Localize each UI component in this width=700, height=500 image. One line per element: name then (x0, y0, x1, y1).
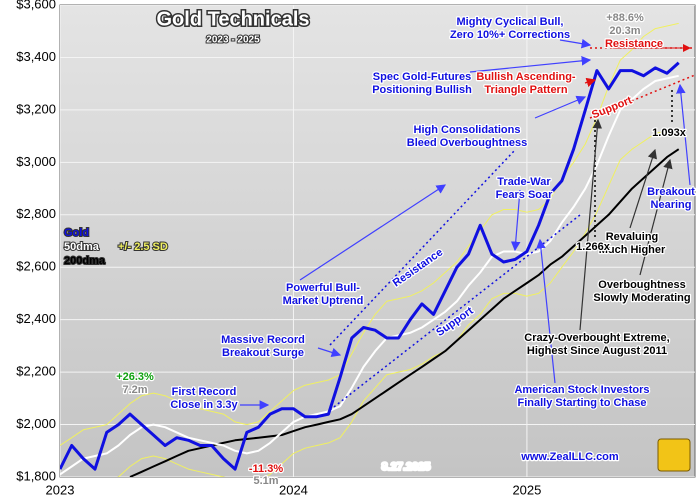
y-tick-label: $3,000 (16, 154, 56, 169)
legend-entry: Gold (64, 227, 89, 239)
legend-entry: 50dma (64, 241, 100, 253)
arrow (579, 118, 603, 331)
annotation: Triangle Pattern (484, 84, 567, 96)
x-tick-label: 2023 (46, 482, 75, 497)
annotation: Breakout (647, 186, 695, 198)
y-tick-label: $2,200 (16, 364, 56, 379)
annotation: Crazy-Overbought Extreme, (524, 332, 669, 344)
annotation: 20.3m (609, 25, 640, 37)
series-line (129, 148, 680, 477)
annotation: Nearing (651, 199, 692, 211)
annotation: www.ZealLLC.com (520, 451, 619, 463)
arrow (559, 38, 592, 49)
annotation: Overboughtness (598, 279, 685, 291)
annotation: 5.1m (253, 475, 278, 487)
arrows (240, 38, 691, 410)
y-tick-label: $2,600 (16, 259, 56, 274)
chart-subtitle: 2023 - 2025 (206, 35, 260, 46)
legend-entry: +/- 2.5 SD (118, 241, 168, 253)
chart-title: Gold Technicals (157, 8, 310, 30)
annotation: Resistance (605, 38, 663, 50)
annotation: Bullish Ascending- (476, 71, 576, 83)
annotation: Slowly Moderating (593, 292, 690, 304)
annotation: Highest Since August 2011 (527, 345, 667, 357)
arrow (510, 189, 521, 252)
annotation: 1.266x (576, 241, 611, 253)
arrow (536, 238, 556, 384)
arrow (534, 95, 587, 119)
annotation: Fears Soar (496, 189, 554, 201)
arrow (676, 83, 691, 186)
annotation: Much Higher (599, 244, 666, 256)
arrow (639, 158, 673, 276)
arrow (629, 148, 658, 229)
y-tick-label: $2,000 (16, 416, 56, 431)
arrow (299, 184, 447, 281)
y-tick-label: $1,800 (16, 468, 56, 483)
y-tick-label: $3,400 (16, 49, 56, 64)
annotation: 7.2m (122, 384, 147, 396)
annotation: Revaluing (606, 231, 659, 243)
annotation: Mighty Cyclical Bull, (457, 16, 564, 28)
annotation: -11.3% (249, 463, 283, 475)
annotation: Massive Record (221, 334, 305, 346)
annotation: American Stock Investors (514, 384, 649, 396)
annotation: Finally Starting to Chase (518, 397, 647, 409)
annotation: 8.27.2025 (382, 461, 431, 473)
annotation: Positioning Bullish (372, 84, 472, 96)
annotation: Close in 3.3y (170, 399, 238, 411)
series-line (60, 74, 679, 476)
annotation: +26.3% (116, 371, 154, 383)
annotation: Spec Gold-Futures (373, 71, 471, 83)
trend-lines (329, 47, 696, 411)
annotation: Zero 10%+ Corrections (450, 29, 570, 41)
series-line (117, 127, 679, 477)
legend-entry: 200dma (64, 255, 106, 267)
arrow (469, 56, 592, 73)
annotation: Breakout Surge (222, 347, 304, 359)
y-tick-label: $3,200 (16, 101, 56, 116)
annotation: Powerful Bull- (286, 282, 360, 294)
series-line (60, 61, 680, 471)
annotation: High Consolidations (414, 124, 521, 136)
y-tick-label: $3,600 (16, 0, 56, 11)
annotation: Market Uptrend (283, 295, 364, 307)
annotation: Bleed Overboughtness (407, 137, 527, 149)
logo (657, 438, 691, 472)
annotation: 1.093x (652, 127, 687, 139)
arrow (584, 77, 597, 88)
arrow (317, 347, 342, 358)
x-tick-label: 2025 (512, 482, 541, 497)
support-line (589, 74, 696, 119)
y-tick-label: $2,400 (16, 311, 56, 326)
annotation: +88.6% (606, 12, 644, 24)
series-line (60, 22, 679, 446)
annotation: Trade-War (497, 176, 551, 188)
y-tick-label: $2,800 (16, 206, 56, 221)
annotation: First Record (172, 386, 237, 398)
x-tick-label: 2024 (279, 482, 308, 497)
